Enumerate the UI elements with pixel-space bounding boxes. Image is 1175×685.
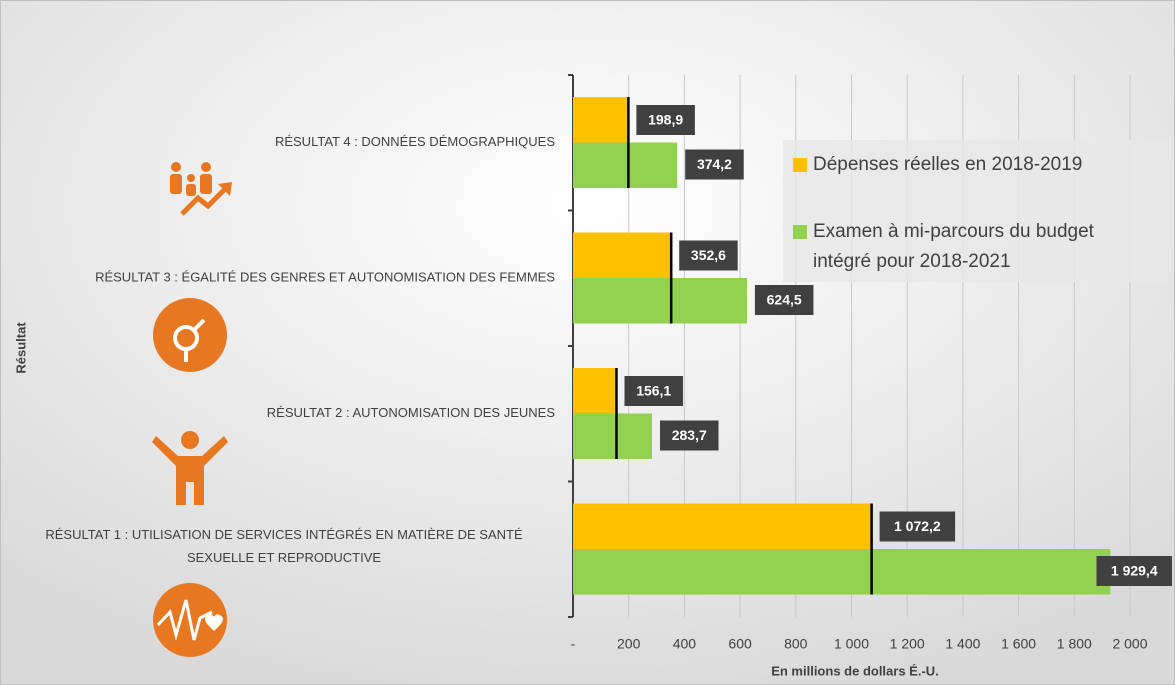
x-tick-label: 200 [617,636,641,652]
value-label-box [685,149,744,180]
value-label: 198,9 [648,112,683,128]
x-tick-label: 800 [784,636,808,652]
value-label: 1 929,4 [1111,563,1158,579]
value-label: 283,7 [672,427,707,443]
category-label: RÉSULTAT 4 : DONNÉES DÉMOGRAPHIQUES [275,134,555,149]
legend-swatch [793,225,807,239]
value-label: 374,2 [697,156,732,172]
x-tick-label: 1 000 [834,636,869,652]
icons [152,162,232,657]
bar [573,368,617,414]
x-tick-label: 2 000 [1112,636,1147,652]
value-label-box [1096,556,1172,586]
bar [573,97,629,143]
icon-demography [170,162,232,216]
category-label: RÉSULTAT 3 : ÉGALITÉ DES GENRES ET AUTON… [95,269,555,284]
value-label: 156,1 [636,383,671,399]
x-axis-title: En millions de dollars É.-U. [771,663,939,678]
x-tick-label: 400 [673,636,697,652]
x-tick-label: 1 400 [945,636,980,652]
value-label: 352,6 [691,247,726,263]
x-tick-label: 1 800 [1057,636,1092,652]
value-label: 624,5 [767,292,802,308]
value-label-box [660,420,719,451]
x-tick-label: 1 200 [890,636,925,652]
bar [573,413,653,459]
value-label-box [754,285,814,315]
bar [573,503,872,549]
category-label: RÉSULTAT 1 : UTILISATION DE SERVICES INT… [45,527,523,565]
x-tick-label: 600 [728,636,752,652]
icon-youth [152,431,228,505]
bar [573,278,747,324]
icon-gender [153,298,227,372]
legend-box [783,140,1168,282]
bar [573,232,672,278]
bar [573,549,1111,595]
legend-label: Examen à mi-parcours du budget intégré po… [813,221,1095,272]
legend-label: Dépenses réelles en 2018-2019 [813,154,1082,175]
value-label-box [879,511,956,542]
value-label-box [636,105,695,135]
value-label-box [679,240,738,271]
y-axis-title: Résultat [13,322,28,374]
value-label-box [624,376,683,406]
bar [573,142,678,188]
legend-swatch [793,158,807,172]
icon-health [153,583,227,657]
category-label: RÉSULTAT 2 : AUTONOMISATION DES JEUNES [267,405,556,420]
x-tick-label: - [571,636,576,652]
x-tick-label: 1 600 [1001,636,1036,652]
value-label: 1 072,2 [894,518,941,534]
